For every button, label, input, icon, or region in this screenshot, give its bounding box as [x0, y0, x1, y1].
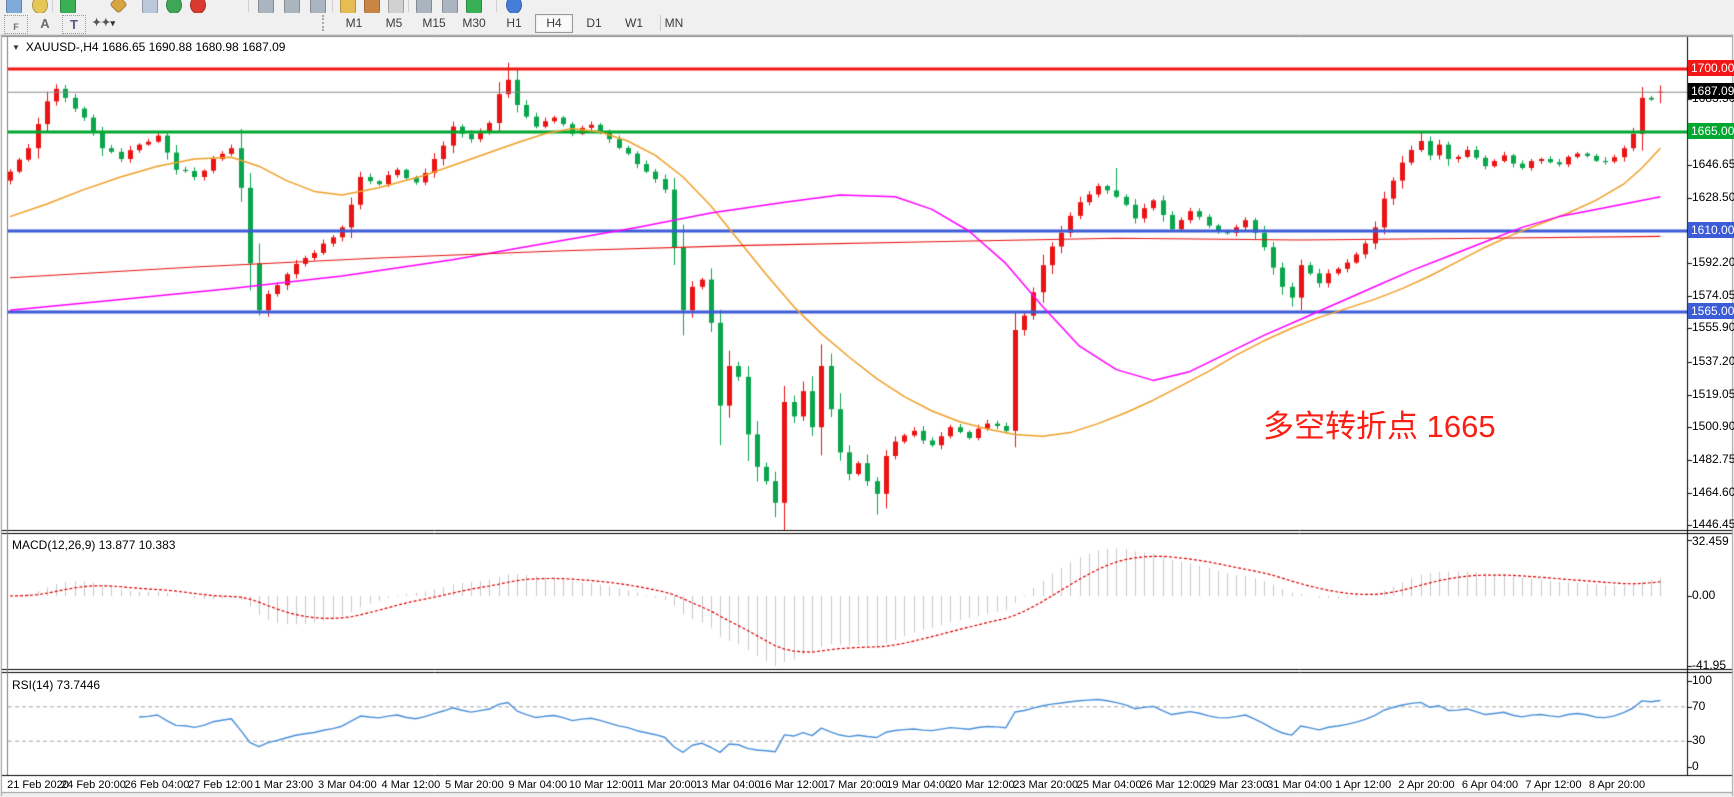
- date-label: 31 Mar 04:00: [1267, 779, 1333, 791]
- separator: [52, 0, 53, 12]
- chart-shift-icon[interactable]: [284, 0, 300, 13]
- date-label: 26 Feb 04:00: [124, 779, 190, 791]
- price-line-label-1565.00: 1565.00: [1688, 303, 1734, 319]
- price-label: 1464.60: [1692, 484, 1734, 499]
- h-arrow-left-icon[interactable]: [416, 0, 432, 13]
- rsi-axis-label: 100: [1692, 673, 1713, 687]
- timeframe-button-M5[interactable]: M5: [385, 16, 403, 30]
- palette-icon[interactable]: [388, 0, 404, 13]
- rsi-pane-label: RSI(14) 73.7446: [12, 678, 101, 692]
- date-label: 6 Apr 04:00: [1461, 779, 1519, 791]
- date-label: 25 Mar 04:00: [1076, 779, 1142, 791]
- date-label: 13 Mar 04:00: [695, 779, 761, 791]
- autoscroll-icon[interactable]: [258, 0, 274, 13]
- price-label: 1592.20: [1692, 255, 1734, 270]
- timeframe-button-H4[interactable]: H4: [535, 14, 573, 33]
- date-label: 17 Mar 20:00: [822, 779, 888, 791]
- toolbar-top: [0, 0, 1734, 13]
- diamond-tool-icon[interactable]: [109, 0, 128, 13]
- timeframe-button-W1[interactable]: W1: [625, 16, 643, 30]
- date-label: 29 Mar 23:00: [1203, 779, 1269, 791]
- timeframe-button-M30[interactable]: M30: [462, 16, 486, 30]
- price-label: 1519.05: [1692, 386, 1734, 401]
- date-label: 20 Mar 12:00: [949, 779, 1015, 791]
- date-label: 1 Apr 12:00: [1334, 779, 1392, 791]
- text-label-icon[interactable]: A: [40, 16, 50, 31]
- date-label: 3 Mar 04:00: [318, 779, 377, 791]
- toolbar-drawing-timeframes: F A T ✦✦▾ M1 M5 M15 M30 H1 H4 D1 W1 MN: [0, 13, 1734, 35]
- rsi-axis-label: 0: [1692, 759, 1699, 773]
- date-label: 27 Feb 12:00: [188, 779, 253, 791]
- info-icon[interactable]: [506, 0, 522, 13]
- date-label: 9 Mar 04:00: [508, 779, 568, 791]
- date-label: 8 Apr 20:00: [1588, 779, 1646, 791]
- price-line-label-1665.00: 1665.00: [1688, 123, 1734, 139]
- stop-icon[interactable]: [190, 0, 206, 13]
- date-label: 2 Apr 20:00: [1398, 779, 1455, 791]
- h-arrow-right-icon[interactable]: [442, 0, 458, 13]
- grid-shift-icon[interactable]: [310, 0, 326, 13]
- macd-axis-label: 0.00: [1692, 588, 1716, 602]
- price-label: 1574.05: [1692, 287, 1734, 302]
- price-line-label-1700.00: 1700.00: [1688, 60, 1734, 76]
- date-label: 26 Mar 12:00: [1140, 779, 1206, 791]
- price-label: 1555.90: [1692, 320, 1734, 335]
- timeframe-button-MN[interactable]: MN: [664, 16, 684, 30]
- chart-title: ▼ XAUUSD-,H4 1686.65 1690.88 1680.98 1687…: [12, 40, 285, 54]
- chart-canvas[interactable]: [0, 34, 1734, 797]
- rsi-axis-label: 30: [1692, 733, 1706, 748]
- date-label: 7 Apr 12:00: [1525, 779, 1582, 791]
- separator: [408, 0, 409, 12]
- macd-pane-label: MACD(12,26,9) 13.877 10.383: [12, 538, 176, 552]
- run-icon[interactable]: [166, 0, 182, 13]
- separator: [332, 0, 333, 12]
- date-label: 21 Feb 2020: [7, 779, 69, 791]
- chart-annotation: 多空转折点 1665: [1263, 409, 1496, 444]
- date-label: 23 Mar 20:00: [1013, 779, 1079, 791]
- macd-axis-label: -41.95: [1692, 658, 1727, 672]
- timeframe-button-M15[interactable]: M15: [422, 16, 446, 30]
- macd-axis-label: 32.459: [1692, 534, 1729, 548]
- timeframe-button-H1[interactable]: H1: [506, 16, 522, 30]
- price-line-label-1687.09: 1687.09: [1688, 83, 1734, 100]
- chart-title-text: XAUUSD-,H4 1686.65 1690.88 1680.98 1687.…: [25, 40, 286, 54]
- price-label: 1537.20: [1692, 354, 1734, 369]
- price-label: 1628.50: [1692, 189, 1734, 204]
- separator: [248, 0, 249, 12]
- date-label: 19 Mar 04:00: [886, 779, 952, 791]
- new-window-icon[interactable]: [6, 0, 22, 13]
- pencil-icon[interactable]: [340, 0, 356, 13]
- timeframe-buttons: M1 M5 M15 M30 H1 H4 D1 W1 MN: [334, 14, 694, 33]
- toolbar-separator: [660, 15, 661, 31]
- shapes-icon[interactable]: ✦✦▾: [92, 17, 115, 29]
- price-label: 1446.45: [1692, 517, 1734, 532]
- chevron-down-icon: ▾: [110, 18, 115, 28]
- date-label: 5 Mar 20:00: [445, 779, 504, 791]
- panel-icon[interactable]: [142, 0, 158, 13]
- price-label: 1482.75: [1692, 452, 1734, 467]
- rsi-axis-label: 70: [1692, 698, 1706, 713]
- add-plus-icon[interactable]: [466, 0, 482, 13]
- toolbar-grip[interactable]: [322, 15, 327, 31]
- date-label: 11 Mar 20:00: [632, 779, 697, 791]
- timeframe-button-D1[interactable]: D1: [586, 16, 602, 30]
- separator: [496, 0, 497, 12]
- date-label: 10 Mar 12:00: [568, 779, 634, 791]
- crayon-icon[interactable]: [364, 0, 380, 13]
- text-box-icon[interactable]: T: [62, 15, 86, 34]
- price-label: 1646.65: [1692, 157, 1734, 172]
- timeframe-button-M1[interactable]: M1: [345, 16, 363, 30]
- price-line-label-1610.00: 1610.00: [1688, 222, 1734, 238]
- add-chart-icon[interactable]: [60, 0, 76, 13]
- price-label: 1500.90: [1692, 419, 1734, 434]
- grid-snap-icon[interactable]: F: [4, 15, 28, 34]
- date-label: 16 Mar 12:00: [759, 779, 825, 791]
- date-label: 24 Feb 20:00: [61, 779, 126, 791]
- date-label: 1 Mar 23:00: [254, 779, 314, 791]
- date-label: 4 Mar 12:00: [381, 779, 441, 791]
- symbol-dropdown-icon[interactable]: ▼: [12, 43, 20, 52]
- zoom-icon[interactable]: [32, 0, 48, 13]
